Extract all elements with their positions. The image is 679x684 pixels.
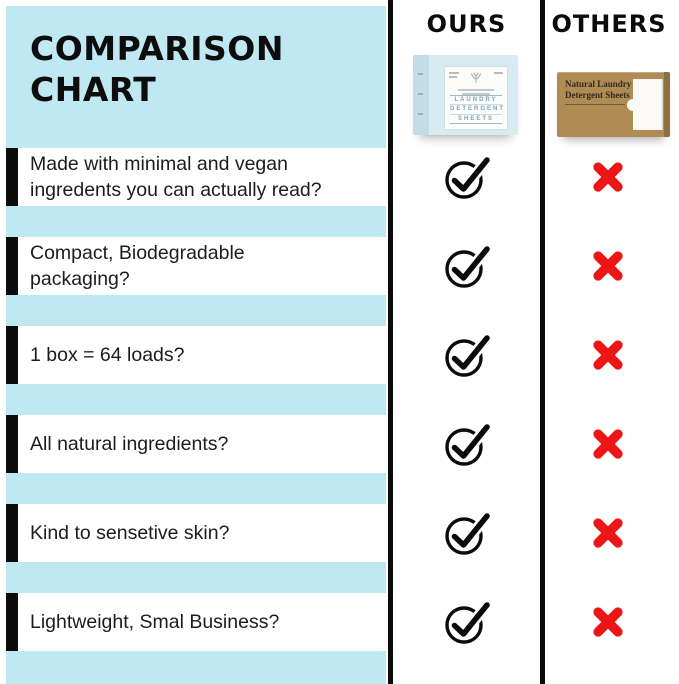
sleeve-edge xyxy=(664,72,670,137)
ours-product-label: LAUNDRY DETERGENT SHEETS xyxy=(445,67,507,129)
label-fineprint-bar xyxy=(449,72,459,74)
red-x-icon xyxy=(590,515,626,551)
others-product-image: Natural Laundry Detergent Sheets xyxy=(557,72,670,137)
red-x-icon xyxy=(590,248,626,284)
question-row: Kind to sensetive skin? xyxy=(6,504,386,562)
page-title: COMPARISON CHART xyxy=(30,28,284,110)
column-header-ours: OURS xyxy=(426,10,507,38)
question-row: 1 box = 64 loads? xyxy=(6,326,386,384)
divider-line-right xyxy=(540,0,545,684)
title-line-2: CHART xyxy=(30,70,157,109)
others-title-line: Natural Laundry xyxy=(565,79,632,89)
red-x-icon xyxy=(590,604,626,640)
check-circle-icon xyxy=(443,509,491,557)
question-text: Compact, Biodegradable packaging? xyxy=(30,242,245,290)
divider-line-left xyxy=(388,0,393,684)
plant-logo-icon xyxy=(471,72,481,83)
box-stitch-mark xyxy=(418,73,423,75)
question-row: Lightweight, Smal Business? xyxy=(6,593,386,651)
question-row: Made with minimal and vegan ingredents y… xyxy=(6,148,386,206)
box-stitch-mark xyxy=(418,93,423,95)
label-fineprint-bar xyxy=(458,89,494,91)
label-fineprint-bar xyxy=(462,93,490,95)
check-circle-icon xyxy=(443,242,491,290)
ours-product-image: LAUNDRY DETERGENT SHEETS xyxy=(413,55,518,135)
row-accent-bar xyxy=(6,237,18,295)
ours-label-text: LAUNDRY DETERGENT SHEETS xyxy=(450,94,503,124)
question-text: Made with minimal and vegan ingredents y… xyxy=(30,153,322,201)
others-title-underline xyxy=(565,104,625,105)
others-title-line: Detergent Sheets xyxy=(565,90,630,100)
check-circle-icon xyxy=(443,420,491,468)
row-accent-bar xyxy=(6,593,18,651)
question-row: Compact, Biodegradable packaging? xyxy=(6,237,386,295)
question-text: Lightweight, Smal Business? xyxy=(30,611,280,633)
question-text: Kind to sensetive skin? xyxy=(30,522,230,544)
row-accent-bar xyxy=(6,415,18,473)
others-product-title: Natural Laundry Detergent Sheets xyxy=(565,79,631,101)
red-x-icon xyxy=(590,159,626,195)
ours-label-line: LAUNDRY xyxy=(450,96,502,105)
red-x-icon xyxy=(590,337,626,373)
column-header-others: OTHERS xyxy=(551,10,667,38)
label-fineprint-bar xyxy=(449,76,457,78)
ours-label-line: SHEETS xyxy=(457,115,494,122)
row-accent-bar xyxy=(6,326,18,384)
check-circle-icon xyxy=(443,331,491,379)
thumb-notch xyxy=(627,99,639,111)
row-accent-bar xyxy=(6,148,18,206)
check-circle-icon xyxy=(443,598,491,646)
box-stitch-mark xyxy=(418,113,423,115)
question-text: All natural ingredients? xyxy=(30,433,229,455)
ours-label-line: DETERGENT xyxy=(450,105,503,115)
title-line-1: COMPARISON xyxy=(30,29,284,68)
question-row: All natural ingredients? xyxy=(6,415,386,473)
label-fineprint-bar xyxy=(494,72,503,74)
check-circle-icon xyxy=(443,153,491,201)
row-accent-bar xyxy=(6,504,18,562)
question-text: 1 box = 64 loads? xyxy=(30,344,185,366)
red-x-icon xyxy=(590,426,626,462)
